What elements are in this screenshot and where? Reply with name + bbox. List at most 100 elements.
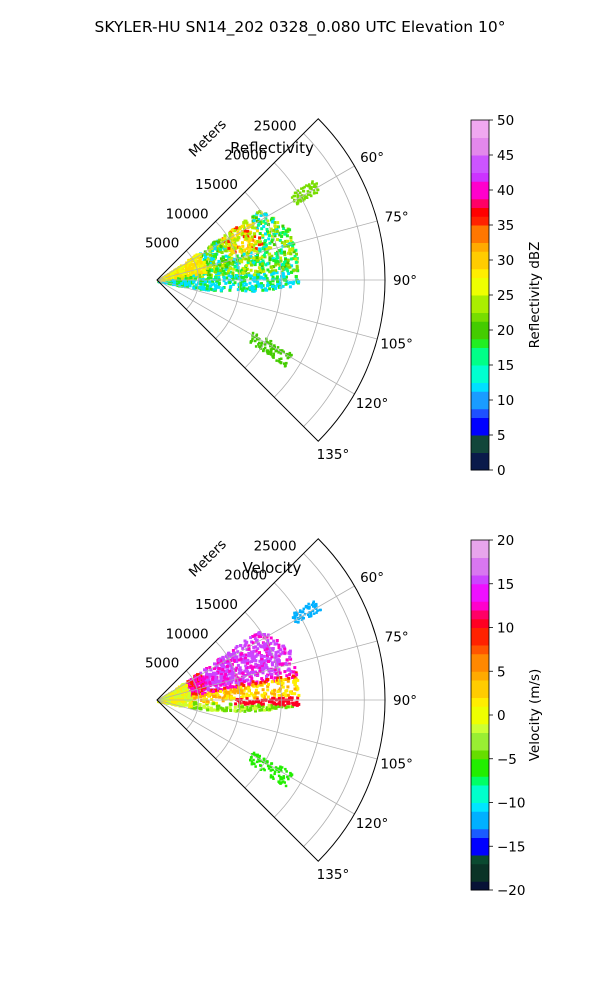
colorbar-band — [471, 837, 489, 847]
radial-tick-label: 5000 — [145, 656, 179, 672]
colorbar-tick-label: −5 — [497, 752, 517, 768]
colorbar-band — [471, 741, 489, 751]
radial-tick-label: 20000 — [224, 148, 267, 164]
colorbar-band — [471, 715, 489, 725]
colorbar-band — [471, 592, 489, 602]
colorbar-band — [471, 548, 489, 558]
radial-tick-label: 20000 — [224, 568, 267, 584]
colorbar: −20 −15 −10 −5 0 5 10 15 20 Velocity (m/s) — [470, 533, 543, 899]
radial-axis-label: Meters — [186, 537, 230, 581]
figure-suptitle: SKYLER-HU SN14_202 0328_0.080 UTC Elevat… — [95, 18, 506, 37]
sector-outline — [156, 538, 386, 862]
colorbar-band — [471, 828, 489, 838]
colorbar-band — [471, 653, 489, 663]
colorbar-band — [471, 776, 489, 786]
colorbar-band — [471, 408, 489, 418]
colorbar-band — [471, 767, 489, 777]
radial-tick-label: 25000 — [254, 538, 297, 554]
colorbar-band — [471, 155, 489, 165]
colorbar-band — [471, 872, 489, 882]
azimuth-gridline — [156, 279, 378, 340]
colorbar-band — [471, 697, 489, 707]
radial-tick-label: 25000 — [254, 118, 297, 134]
colorbar-tick-label: 10 — [497, 393, 514, 409]
colorbar-band — [471, 295, 489, 305]
colorbar-tick-label: 15 — [497, 577, 514, 593]
colorbar-band — [471, 601, 489, 611]
colorbar-tick-label: −15 — [497, 839, 526, 855]
colorbar-band — [471, 146, 489, 156]
sector-outline — [156, 118, 386, 442]
colorbar-band — [471, 128, 489, 138]
colorbar-band — [471, 575, 489, 585]
colorbar-band — [471, 373, 489, 383]
colorbar-band — [471, 662, 489, 672]
colorbar-tick-label: 15 — [497, 358, 514, 374]
azimuth-tick-label: 120° — [356, 396, 389, 412]
azimuth-tick-label: 135° — [317, 867, 350, 883]
azimuth-tick-label: 135° — [317, 447, 350, 463]
azimuth-gridline — [156, 165, 355, 281]
colorbar-tick-label: 10 — [497, 621, 514, 637]
colorbar-band — [471, 330, 489, 340]
colorbar-band — [471, 303, 489, 313]
colorbar-tick-label: 35 — [497, 218, 514, 234]
colorbar-label: Velocity (m/s) — [527, 669, 543, 762]
colorbar-band — [471, 242, 489, 252]
colorbar-tick-label: 45 — [497, 148, 514, 164]
colorbar-band — [471, 435, 489, 445]
colorbar-band — [471, 443, 489, 453]
colorbar-band — [471, 268, 489, 278]
colorbar-band — [471, 680, 489, 690]
colorbar-band — [471, 557, 489, 567]
colorbar-band — [471, 286, 489, 296]
colorbar-band — [471, 706, 489, 716]
colorbar-tick-label: −20 — [497, 883, 526, 899]
radial-tick-label: 15000 — [195, 597, 238, 613]
azimuth-tick-label: 75° — [385, 629, 409, 645]
colorbar-band — [471, 881, 489, 891]
colorbar-band — [471, 618, 489, 628]
azimuth-gridline — [156, 585, 355, 701]
colorbar-tick-label: 0 — [497, 708, 506, 724]
azimuth-tick-label: 90° — [393, 273, 417, 289]
colorbar-band — [471, 426, 489, 436]
colorbar-label: Reflectivity dBZ — [527, 242, 543, 349]
colorbar-band — [471, 382, 489, 392]
radial-tick-label: 10000 — [166, 206, 209, 222]
colorbar-band — [471, 671, 489, 681]
radial-tick-label: 5000 — [145, 236, 179, 252]
colorbar-band — [471, 347, 489, 357]
colorbar-tick-label: 50 — [497, 113, 514, 129]
colorbar-tick-label: −10 — [497, 796, 526, 812]
colorbar-band — [471, 260, 489, 270]
colorbar-band — [471, 120, 489, 130]
colorbar-band — [471, 216, 489, 226]
colorbar-band — [471, 190, 489, 200]
radar-echo-field — [157, 180, 320, 368]
colorbar-band — [471, 233, 489, 243]
colorbar-band — [471, 627, 489, 637]
colorbar-tick-label: 40 — [497, 183, 514, 199]
colorbar-band — [471, 400, 489, 410]
colorbar-band — [471, 312, 489, 322]
radial-tick-label: 15000 — [195, 177, 238, 193]
radial-tick-label: 10000 — [166, 626, 209, 642]
azimuth-tick-label: 105° — [380, 337, 413, 353]
reflectivity-panel: Reflectivity500010000150002000025000Mete… — [145, 113, 543, 479]
colorbar-tick-label: 30 — [497, 253, 514, 269]
radial-axis-label: Meters — [186, 117, 230, 161]
colorbar-band — [471, 207, 489, 217]
colorbar-band — [471, 785, 489, 795]
colorbar-band — [471, 225, 489, 235]
velocity-panel: Velocity 5000 10000 15000 20000 25000 Meters 60… — [145, 533, 543, 899]
colorbar-band — [471, 251, 489, 261]
colorbar-band — [471, 452, 489, 462]
azimuth-gridline — [156, 699, 378, 760]
colorbar-band — [471, 181, 489, 191]
colorbar-band — [471, 583, 489, 593]
colorbar-band — [471, 163, 489, 173]
colorbar-tick-label: 20 — [497, 533, 514, 549]
azimuth-tick-label: 60° — [360, 570, 384, 586]
